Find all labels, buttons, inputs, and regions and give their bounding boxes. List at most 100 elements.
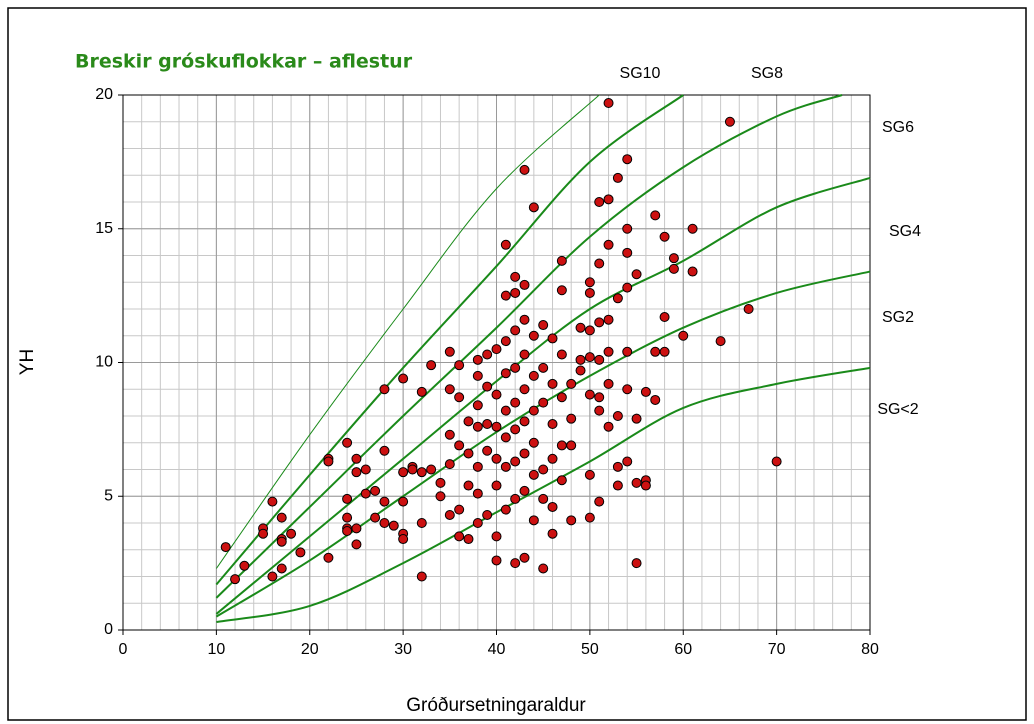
point bbox=[622, 154, 633, 165]
point bbox=[528, 370, 539, 381]
point bbox=[603, 98, 614, 109]
point bbox=[622, 346, 633, 357]
point bbox=[622, 282, 633, 293]
curve-label: SG4 bbox=[889, 223, 921, 240]
point bbox=[631, 269, 642, 280]
point bbox=[351, 539, 362, 550]
point bbox=[491, 480, 502, 491]
curve bbox=[215, 94, 600, 569]
point bbox=[547, 378, 558, 389]
point bbox=[463, 534, 474, 545]
point bbox=[519, 552, 530, 563]
point bbox=[538, 464, 549, 475]
y-tick-label: 20 bbox=[95, 86, 113, 103]
point bbox=[631, 558, 642, 569]
point bbox=[538, 362, 549, 373]
point bbox=[510, 362, 521, 373]
point bbox=[519, 384, 530, 395]
point bbox=[519, 349, 530, 360]
point bbox=[622, 384, 633, 395]
point bbox=[500, 432, 511, 443]
point bbox=[528, 469, 539, 480]
point bbox=[510, 287, 521, 298]
point bbox=[584, 325, 595, 336]
point bbox=[584, 469, 595, 480]
point bbox=[360, 488, 371, 499]
point bbox=[276, 563, 287, 574]
point bbox=[426, 464, 437, 475]
curve-label: SG6 bbox=[882, 119, 914, 136]
point bbox=[594, 317, 605, 328]
point bbox=[500, 461, 511, 472]
point bbox=[556, 440, 567, 451]
point bbox=[528, 202, 539, 213]
point bbox=[370, 485, 381, 496]
point bbox=[603, 194, 614, 205]
point bbox=[650, 394, 661, 405]
point bbox=[500, 336, 511, 347]
point bbox=[510, 397, 521, 408]
point bbox=[510, 271, 521, 282]
point bbox=[416, 571, 427, 582]
point bbox=[491, 421, 502, 432]
point bbox=[556, 392, 567, 403]
point bbox=[239, 560, 250, 571]
point bbox=[659, 231, 670, 242]
point bbox=[743, 304, 754, 314]
point bbox=[547, 453, 558, 464]
point bbox=[519, 485, 530, 496]
point bbox=[398, 467, 409, 478]
point bbox=[612, 172, 623, 183]
point bbox=[594, 496, 605, 507]
point bbox=[342, 493, 353, 504]
point bbox=[463, 480, 474, 491]
curve-label: SG2 bbox=[882, 309, 914, 326]
chart-title: Breskir gróskuflokkar – aflestur bbox=[75, 51, 413, 73]
frame bbox=[7, 7, 1027, 721]
point bbox=[482, 381, 493, 392]
x-tick-label: 70 bbox=[768, 641, 786, 658]
y-axis-label: YH bbox=[17, 349, 38, 375]
point bbox=[594, 258, 605, 269]
point bbox=[528, 330, 539, 341]
point bbox=[659, 312, 670, 323]
point bbox=[500, 239, 511, 250]
point bbox=[444, 509, 455, 520]
point bbox=[584, 389, 595, 400]
point bbox=[612, 411, 623, 421]
point bbox=[650, 210, 661, 221]
point bbox=[463, 416, 474, 427]
point bbox=[500, 290, 511, 301]
point bbox=[398, 534, 409, 545]
point bbox=[622, 456, 633, 467]
point bbox=[491, 344, 502, 355]
point bbox=[622, 223, 633, 234]
x-tick-label: 80 bbox=[861, 641, 879, 658]
point bbox=[640, 480, 651, 491]
point bbox=[472, 370, 483, 381]
x-tick-label: 30 bbox=[394, 641, 412, 658]
point bbox=[426, 360, 437, 371]
point bbox=[351, 523, 362, 534]
x-tick-label: 50 bbox=[581, 641, 599, 658]
point bbox=[547, 419, 558, 430]
point bbox=[584, 352, 595, 363]
point bbox=[472, 488, 483, 499]
point bbox=[379, 445, 390, 456]
point bbox=[398, 496, 409, 507]
point bbox=[500, 504, 511, 515]
point bbox=[454, 504, 465, 515]
point bbox=[435, 477, 446, 488]
point bbox=[510, 493, 521, 504]
point bbox=[528, 405, 539, 416]
point bbox=[519, 448, 530, 459]
point bbox=[398, 373, 409, 384]
point bbox=[276, 536, 287, 547]
point bbox=[472, 461, 483, 472]
point bbox=[295, 547, 306, 558]
point bbox=[584, 277, 595, 288]
x-tick-label: 60 bbox=[674, 641, 692, 658]
point bbox=[267, 496, 278, 507]
point bbox=[416, 518, 427, 528]
